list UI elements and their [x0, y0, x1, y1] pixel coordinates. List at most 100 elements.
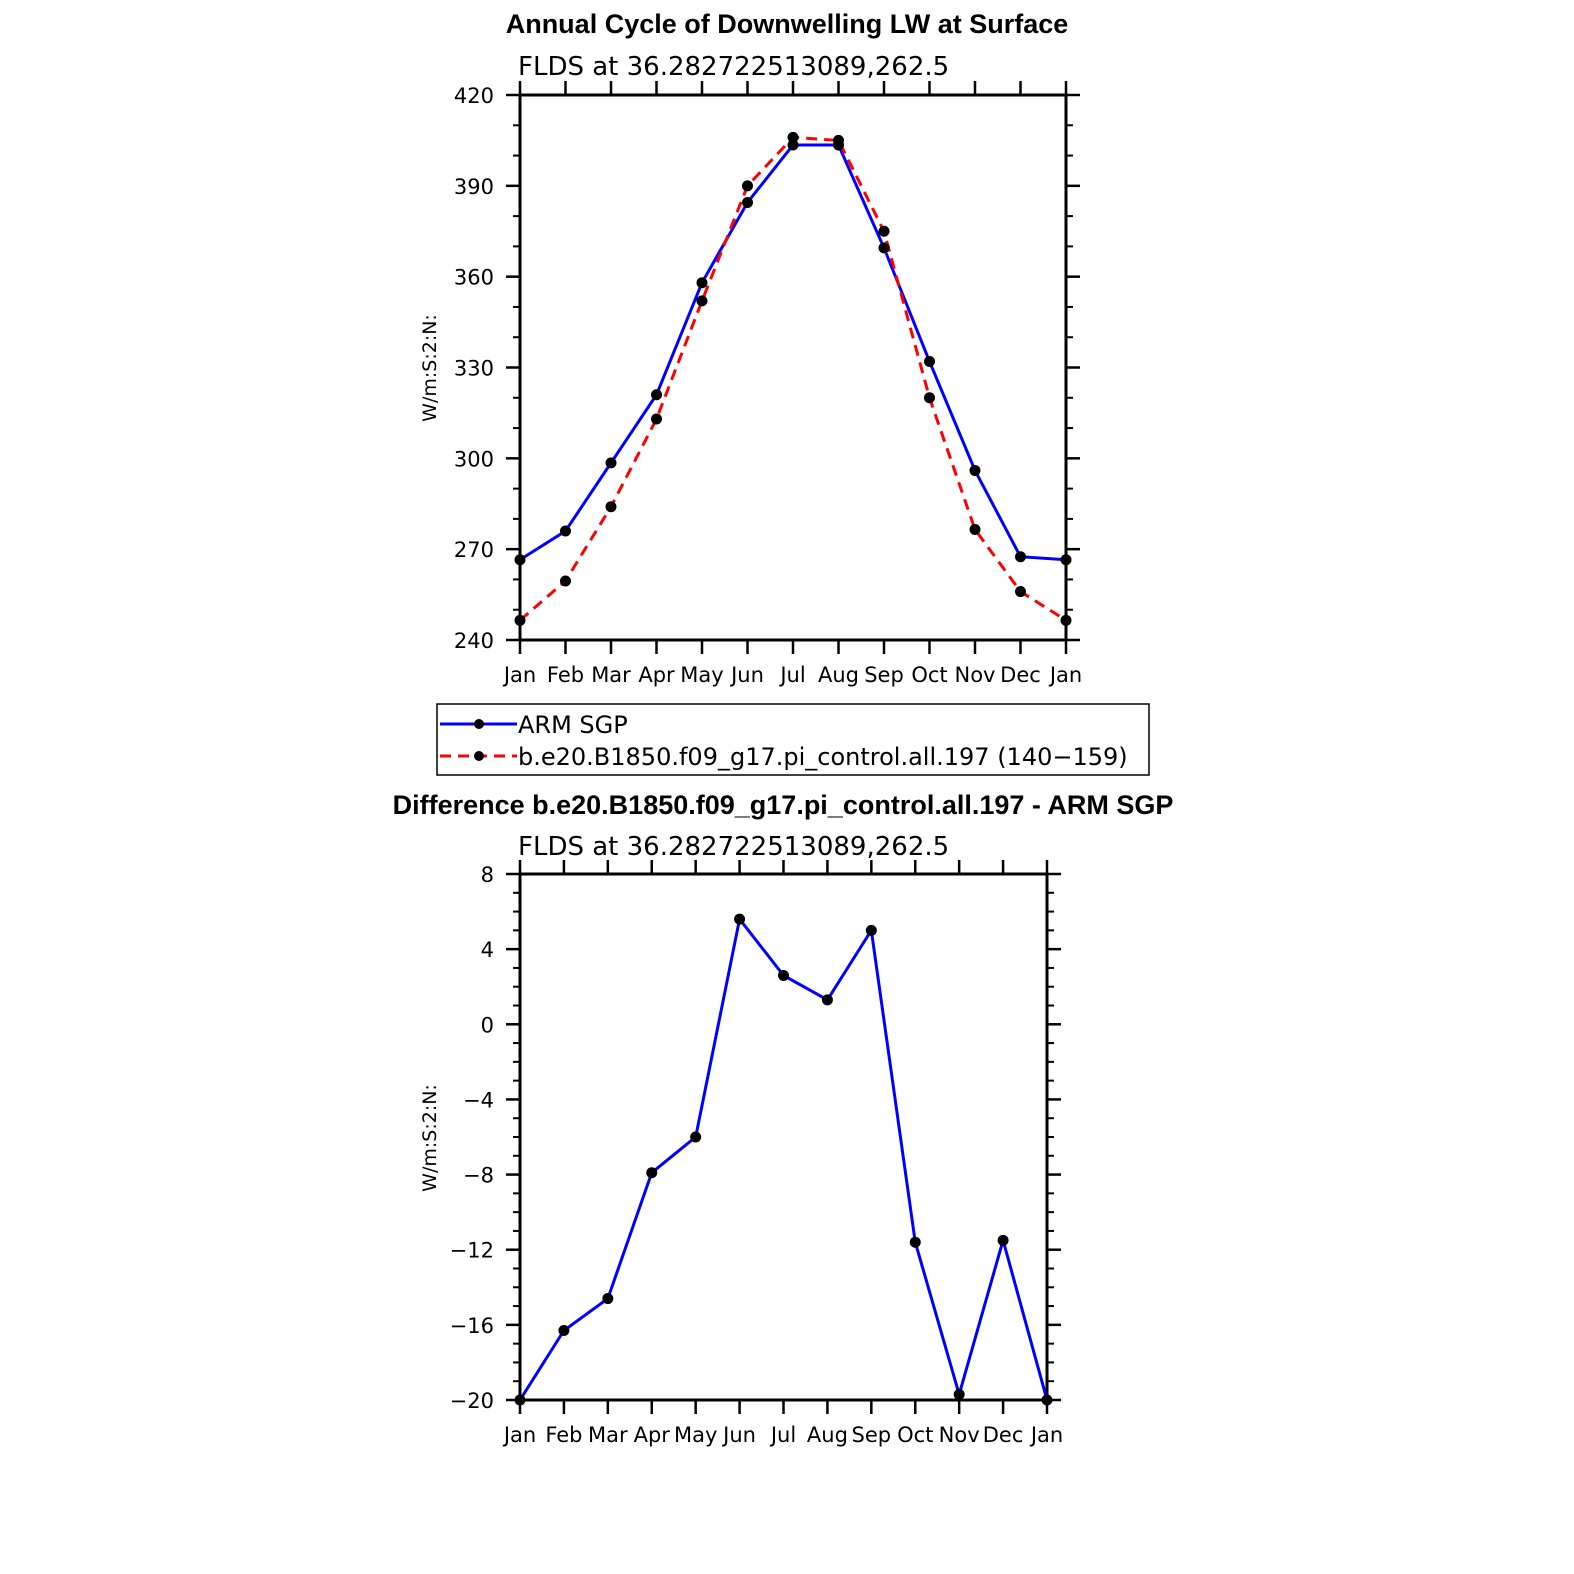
x-tick-label: Sep — [864, 663, 904, 687]
series-1-point — [696, 295, 708, 307]
series-1-point — [833, 134, 844, 146]
y-tick-label: 420 — [454, 84, 494, 108]
y-tick-label: −16 — [450, 1314, 494, 1338]
legend-entry-obs: ARM SGP — [440, 711, 628, 739]
y-tick-label: 330 — [454, 357, 494, 381]
legend-label-obs: ARM SGP — [518, 711, 628, 739]
y-tick-label: 0 — [481, 1013, 494, 1037]
series-0-point — [909, 1236, 921, 1248]
difference-chart: Difference b.e20.B1850.f09_g17.pi_contro… — [393, 790, 1174, 1447]
series-0-point — [865, 924, 877, 936]
x-tick-label: May — [680, 663, 723, 687]
series-1-point — [514, 614, 526, 626]
y-tick-label: −8 — [463, 1164, 494, 1188]
series-1-point — [969, 523, 981, 535]
x-tick-label: Jan — [502, 1423, 536, 1447]
chart-subtitle: FLDS at 36.282722513089,262.5 — [518, 832, 949, 862]
series-0-point — [696, 277, 708, 289]
legend-entry-model: b.e20.B1850.f09_g17.pi_control.all.197 (… — [440, 743, 1128, 771]
series-0-point — [734, 913, 746, 925]
annual-cycle-chart: Annual Cycle of Downwelling LW at Surfac… — [419, 9, 1082, 687]
x-tick-label: Mar — [588, 1423, 628, 1447]
series-0-point — [742, 196, 753, 208]
x-tick-label: Feb — [547, 663, 584, 687]
chart-title: Annual Cycle of Downwelling LW at Surfac… — [506, 9, 1069, 39]
x-tick-label: Dec — [1000, 663, 1041, 687]
y-tick-label: −12 — [450, 1239, 494, 1263]
x-tick-label: Nov — [939, 1423, 980, 1447]
series-1-point — [1015, 586, 1026, 598]
series-1-point — [1060, 614, 1072, 626]
plot-frame — [518, 93, 1068, 642]
x-tick-label: Feb — [545, 1423, 582, 1447]
x-tick-label: Dec — [983, 1423, 1024, 1447]
y-tick-label: 360 — [454, 266, 494, 290]
series-0-point — [878, 242, 890, 254]
y-tick-label: 390 — [454, 175, 494, 199]
series-0-point — [690, 1131, 702, 1143]
series-0-point — [514, 1394, 526, 1406]
y-tick-label: 300 — [454, 447, 494, 471]
series-0-point — [924, 355, 935, 367]
series-0-point — [558, 1324, 570, 1336]
series-0-point — [1015, 551, 1026, 563]
series-1-point — [651, 413, 662, 425]
x-tick-label: Jan — [502, 663, 536, 687]
series-0-point — [1060, 554, 1072, 566]
legend: ARM SGP b.e20.B1850.f09_g17.pi_control.a… — [436, 703, 1150, 776]
x-tick-label: Mar — [591, 663, 631, 687]
series-1-point — [787, 131, 799, 143]
y-tick-label: 240 — [454, 629, 494, 653]
series-0-point — [953, 1388, 965, 1400]
y-tick-label: −20 — [450, 1389, 494, 1413]
x-tick-label: Apr — [638, 663, 675, 687]
series-1-point — [924, 392, 935, 404]
series-0-point — [560, 525, 571, 537]
y-tick-label: 270 — [454, 538, 494, 562]
legend-label-model: b.e20.B1850.f09_g17.pi_control.all.197 (… — [518, 743, 1128, 771]
legend-box — [436, 703, 1150, 776]
series-0-point — [605, 457, 617, 469]
x-tick-label: Jan — [1048, 663, 1082, 687]
series-0-point — [778, 969, 789, 981]
series-0-point — [602, 1293, 614, 1305]
series-line-1 — [519, 135, 1067, 622]
series-line-0 — [518, 915, 1049, 1401]
plot-frame — [518, 872, 1049, 1402]
series-1-point — [742, 180, 753, 192]
x-tick-label: Jun — [721, 1423, 756, 1447]
series-0-point — [1041, 1394, 1053, 1406]
legend-marker-obs — [474, 719, 484, 729]
x-tick-label: Jun — [729, 663, 764, 687]
series-0-point — [514, 554, 526, 566]
series-0-point — [787, 139, 799, 151]
series-0-point — [646, 1167, 658, 1179]
series-line-0 — [519, 143, 1067, 562]
series-0-point — [821, 994, 833, 1006]
series-1-point — [605, 501, 617, 513]
legend-marker-model — [474, 751, 484, 761]
x-tick-label: Aug — [818, 663, 859, 687]
x-tick-label: Oct — [911, 663, 947, 687]
x-tick-label: May — [674, 1423, 717, 1447]
x-tick-label: Sep — [852, 1423, 892, 1447]
x-tick-label: Jul — [769, 1423, 796, 1447]
y-axis-label: W/m:S:2:N: — [419, 314, 441, 422]
x-tick-label: Apr — [634, 1423, 671, 1447]
series-0-point — [651, 389, 662, 401]
series-1-point — [878, 225, 890, 237]
chart-title: Difference b.e20.B1850.f09_g17.pi_contro… — [393, 790, 1174, 820]
x-tick-label: Oct — [897, 1423, 933, 1447]
y-tick-label: 8 — [481, 863, 494, 887]
x-tick-label: Jul — [778, 663, 805, 687]
x-tick-label: Aug — [807, 1423, 848, 1447]
series-0-point — [969, 464, 981, 476]
chart-subtitle: FLDS at 36.282722513089,262.5 — [518, 52, 949, 82]
x-tick-label: Jan — [1029, 1423, 1063, 1447]
series-1-point — [560, 575, 571, 587]
x-tick-label: Nov — [955, 663, 996, 687]
y-axis-label: W/m:S:2:N: — [419, 1084, 441, 1192]
series-0-point — [997, 1234, 1009, 1246]
y-tick-label: −4 — [463, 1088, 494, 1112]
